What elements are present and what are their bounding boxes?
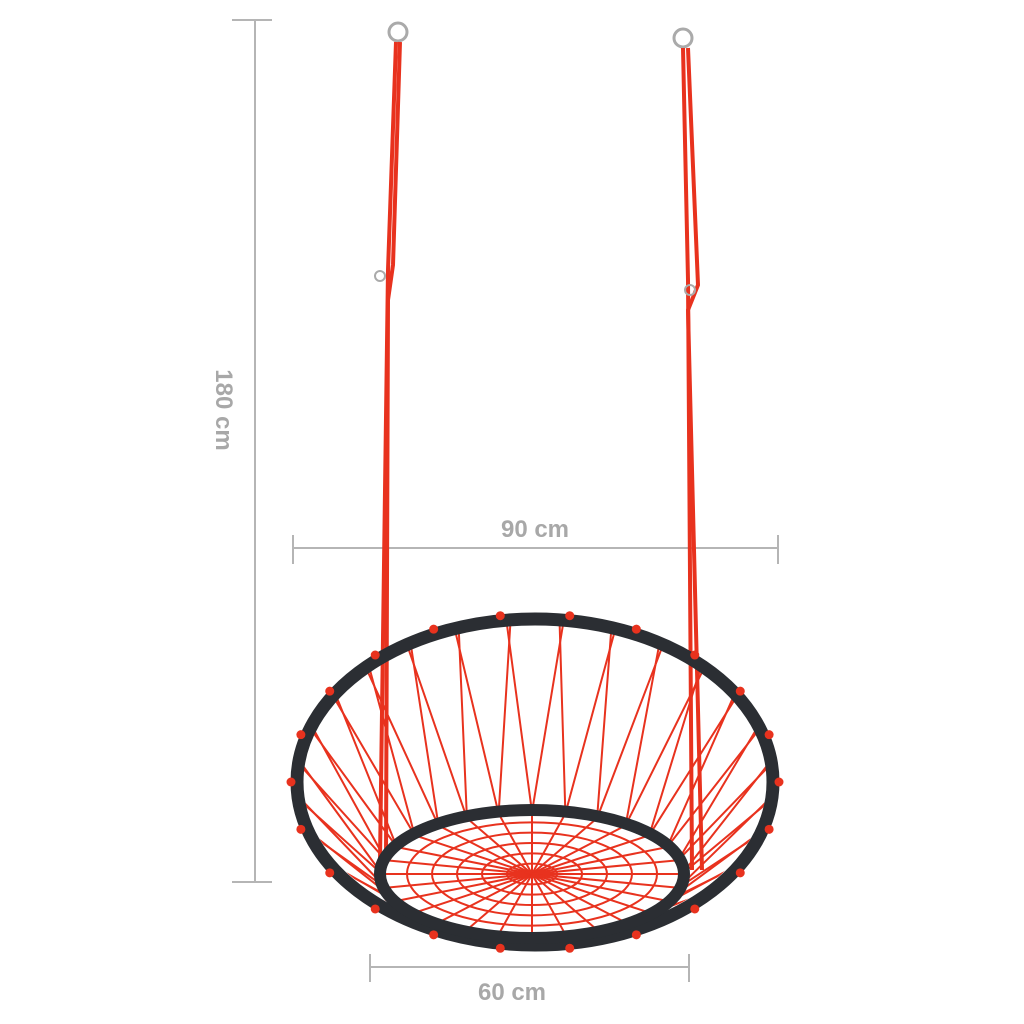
rope-knot [429,930,439,940]
rope-knot [764,730,774,740]
rope-knot [286,777,296,787]
hanging-ring-left-icon [387,21,409,43]
rope-knot [690,904,700,914]
rope-knot [429,624,439,634]
rope-knot [565,943,575,953]
inner-frame [374,804,690,944]
rope-knot [735,686,745,696]
rope-knot [774,777,784,787]
rope-knot [296,730,306,740]
rope-knot [495,611,505,621]
height-label: 180 cm [210,369,237,450]
rope-ring-icon [374,270,386,282]
rope-knot [631,930,641,940]
height-dimension [232,19,272,883]
rope-knot [735,868,745,878]
width-dimension [292,535,779,564]
hanging-ring-right-icon [672,27,694,49]
rope-knot [370,904,380,914]
rope-knot [325,686,335,696]
seat-label: 60 cm [478,979,546,1006]
seat-dimension [369,954,690,982]
rope-knot [565,611,575,621]
width-label: 90 cm [501,516,569,543]
rope-knot [325,868,335,878]
ropes [378,41,704,871]
rope-knot [690,650,700,660]
rope-knots [286,611,784,953]
outer-frame [290,612,780,952]
rope-ring-icon [684,284,696,296]
rope-knot [370,650,380,660]
rope-knot [631,624,641,634]
rope-knot [764,824,774,834]
rope-knot [495,943,505,953]
rope-knot [296,824,306,834]
